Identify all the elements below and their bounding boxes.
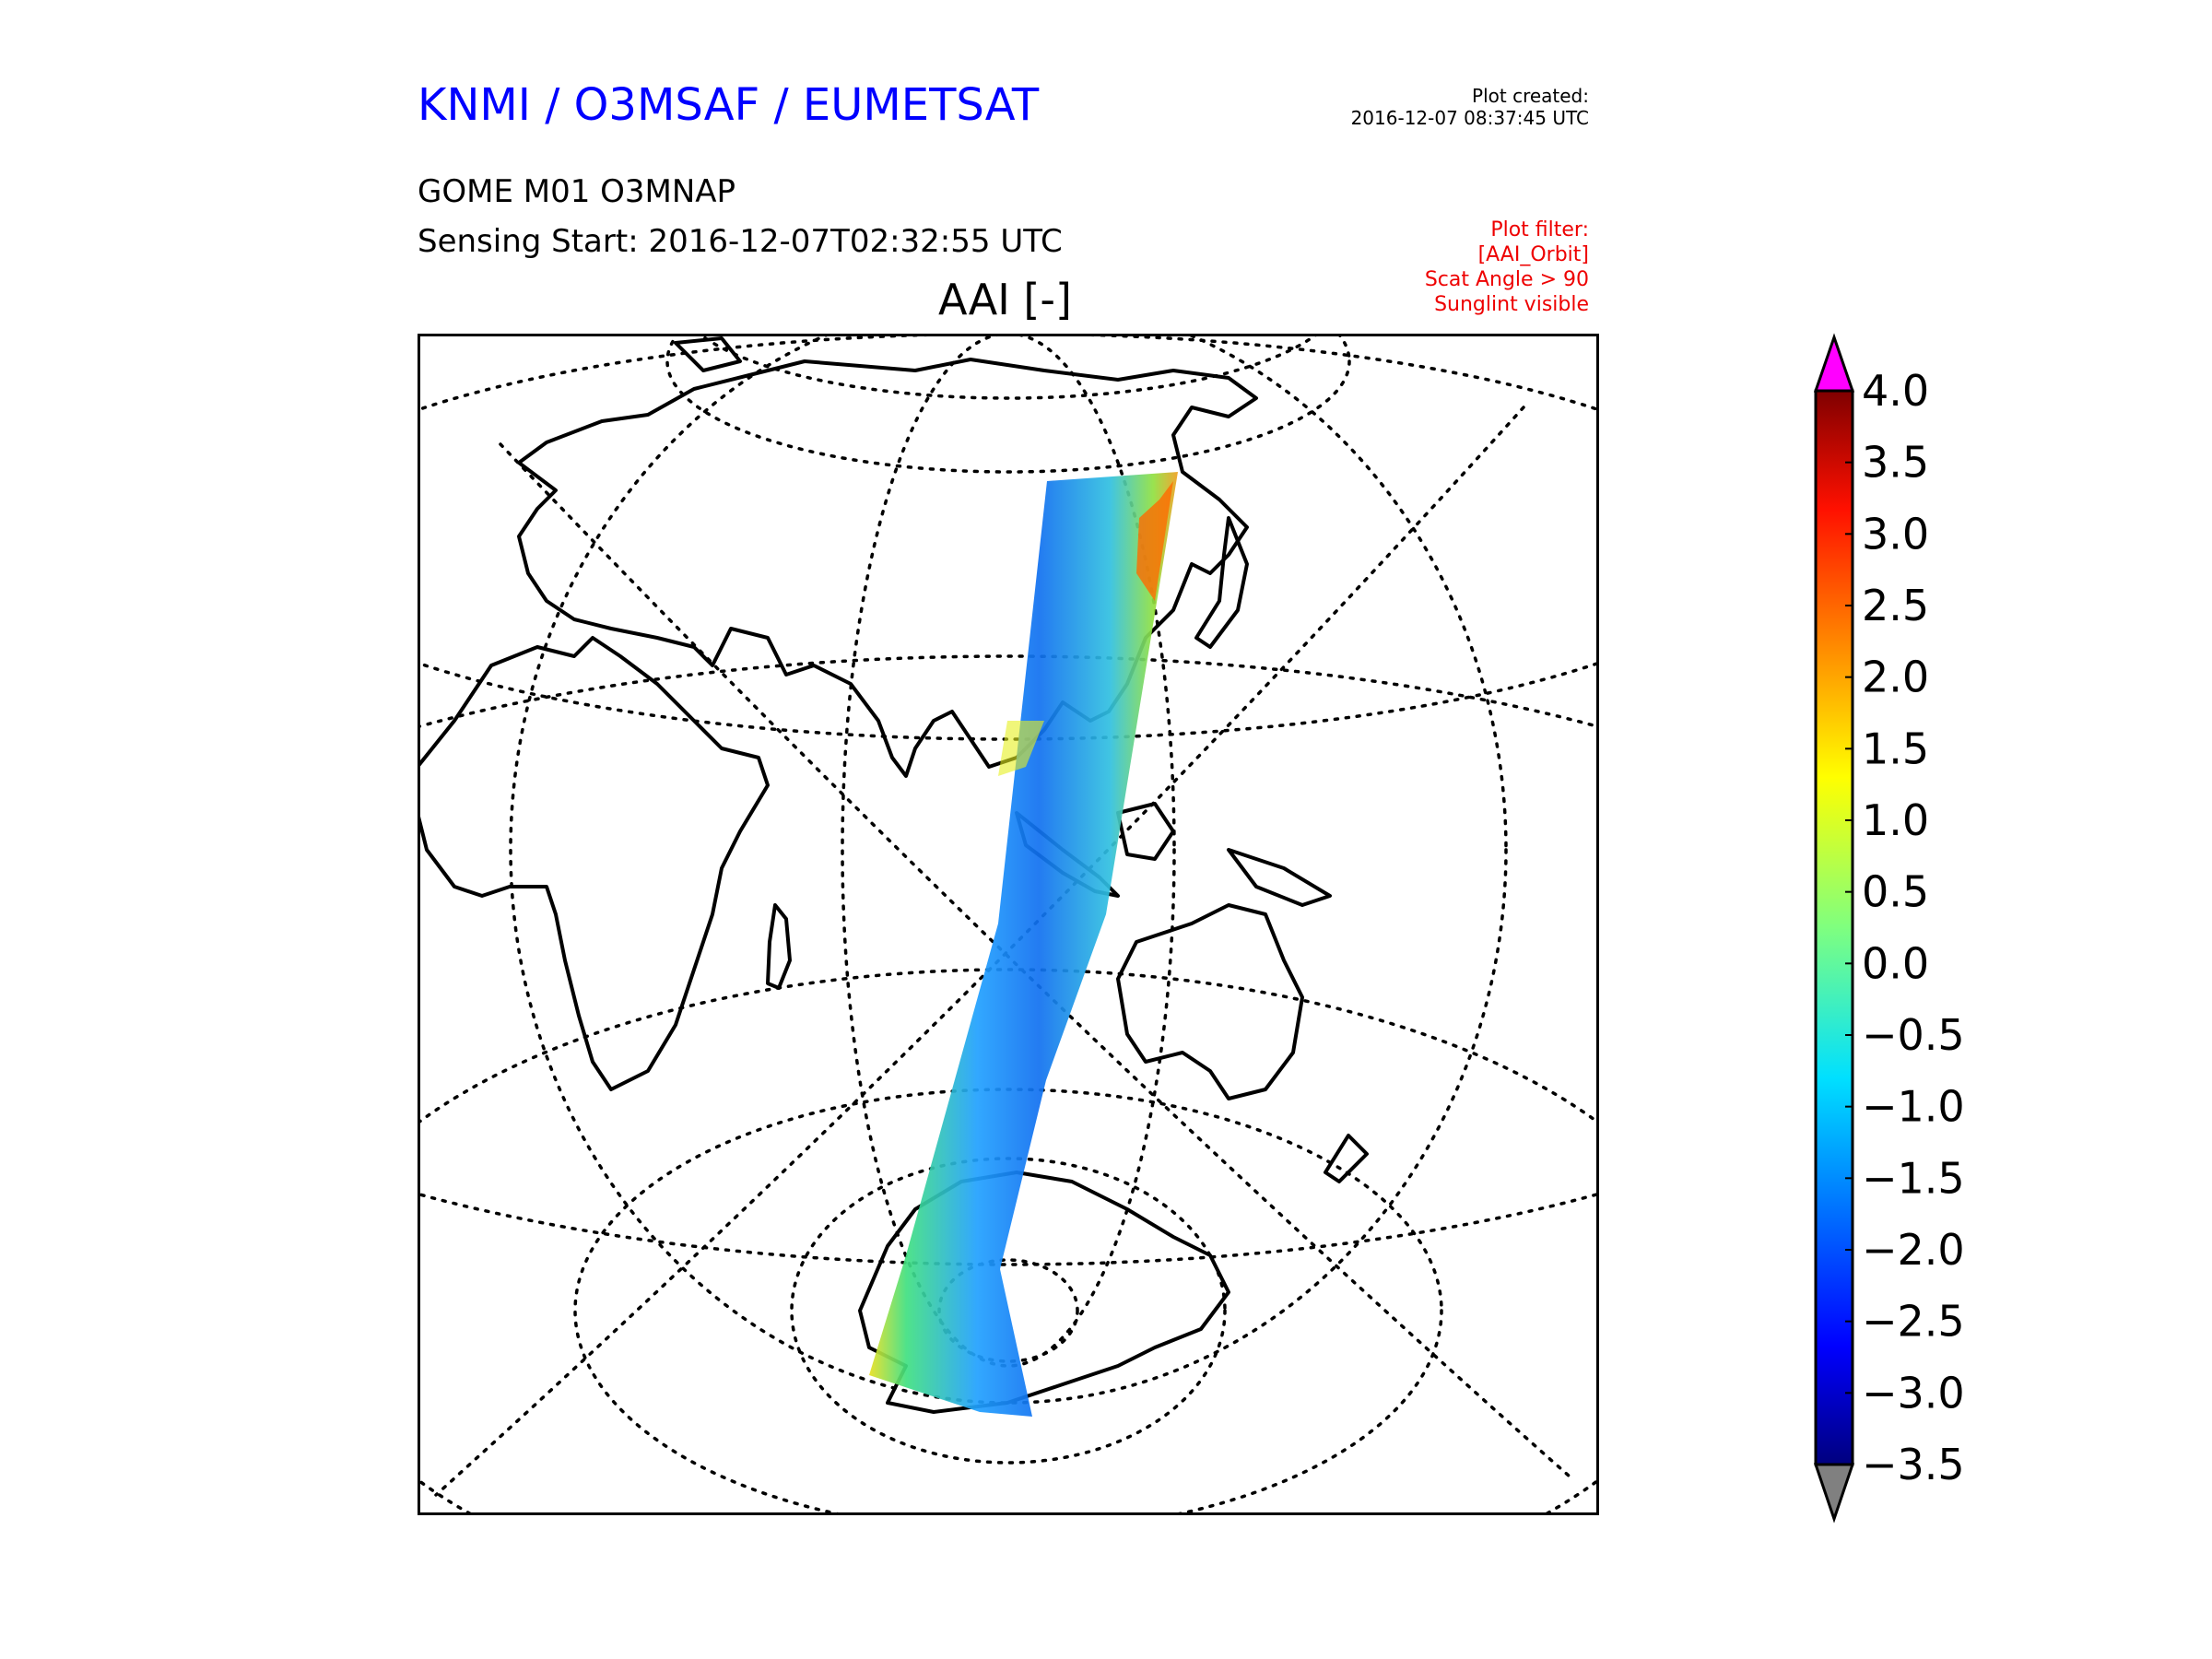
- greenland-outline: [674, 336, 742, 372]
- filter-line-3: Sunglint visible: [1434, 293, 1589, 316]
- colorbar-tick-label: 2.0: [1862, 653, 1929, 702]
- colorbar-gradient: [1814, 389, 1854, 1466]
- product-name: GOME M01 O3MNAP: [418, 173, 736, 210]
- borneo-outline: [1116, 802, 1175, 861]
- created-label: Plot created:: [1472, 85, 1589, 107]
- sensing-start: Sensing Start: 2016-12-07T02:32:55 UTC: [418, 223, 1063, 260]
- new-guinea-outline: [1227, 848, 1332, 907]
- colorbar-tick-label: 1.0: [1862, 795, 1929, 845]
- colorbar-tick-label: 4.0: [1862, 366, 1929, 416]
- madagascar-outline: [766, 903, 792, 990]
- map-frame: [418, 334, 1599, 1515]
- colorbar-tick-label: 3.0: [1862, 509, 1929, 559]
- filter-line-2: Scat Angle > 90: [1424, 268, 1589, 291]
- colorbar-over-arrow: [1813, 333, 1855, 393]
- org-title: KNMI / O3MSAF / EUMETSAT: [418, 79, 1040, 131]
- colorbar-tick-label: 0.0: [1862, 938, 1929, 988]
- orbit-swath: [869, 472, 1178, 1417]
- new-zealand-outline: [1324, 1134, 1369, 1183]
- map-panel: [418, 334, 1599, 1515]
- created-value: 2016-12-07 08:37:45 UTC: [1350, 107, 1589, 129]
- colorbar-tick-label: −2.0: [1862, 1225, 1965, 1275]
- colorbar-tick-label: −2.5: [1862, 1297, 1965, 1347]
- australia-outline: [1116, 903, 1304, 1100]
- colorbar: 4.0 3.5 3.0 2.5 2.0 1.5 1.0 0.5 0.0 −0.5 −1.0 −1.5 −…: [1813, 333, 1965, 1524]
- colorbar-tick-label: 2.5: [1862, 581, 1929, 630]
- colorbar-ticks: 4.0 3.5 3.0 2.5 2.0 1.5 1.0 0.5 0.0 −0.5 −1.0 −1.5 −…: [1845, 366, 1965, 1489]
- colorbar-tick-label: −1.5: [1862, 1153, 1965, 1203]
- africa-outline: [418, 636, 770, 1091]
- colorbar-tick-label: −3.5: [1862, 1440, 1965, 1489]
- plot-title: AAI [-]: [938, 275, 1072, 324]
- colorbar-tick-label: −0.5: [1862, 1010, 1965, 1060]
- filter-line-0: Plot filter:: [1490, 218, 1589, 241]
- japan-outline: [1194, 516, 1249, 649]
- colorbar-under-arrow: [1813, 1463, 1855, 1524]
- colorbar-tick-label: 1.5: [1862, 724, 1929, 773]
- plot-filters: Plot filter: [AAI_Orbit] Scat Angle > 90…: [1425, 218, 1589, 317]
- filter-line-1: [AAI_Orbit]: [1477, 243, 1589, 266]
- colorbar-tick-label: 0.5: [1862, 867, 1929, 917]
- coastlines: [418, 336, 1369, 1414]
- colorbar-tick-label: 3.5: [1862, 438, 1929, 488]
- plot-created: Plot created: 2016-12-07 08:37:45 UTC: [1351, 85, 1589, 129]
- colorbar-tick-label: −1.0: [1862, 1082, 1965, 1132]
- colorbar-tick-label: −3.0: [1862, 1368, 1965, 1418]
